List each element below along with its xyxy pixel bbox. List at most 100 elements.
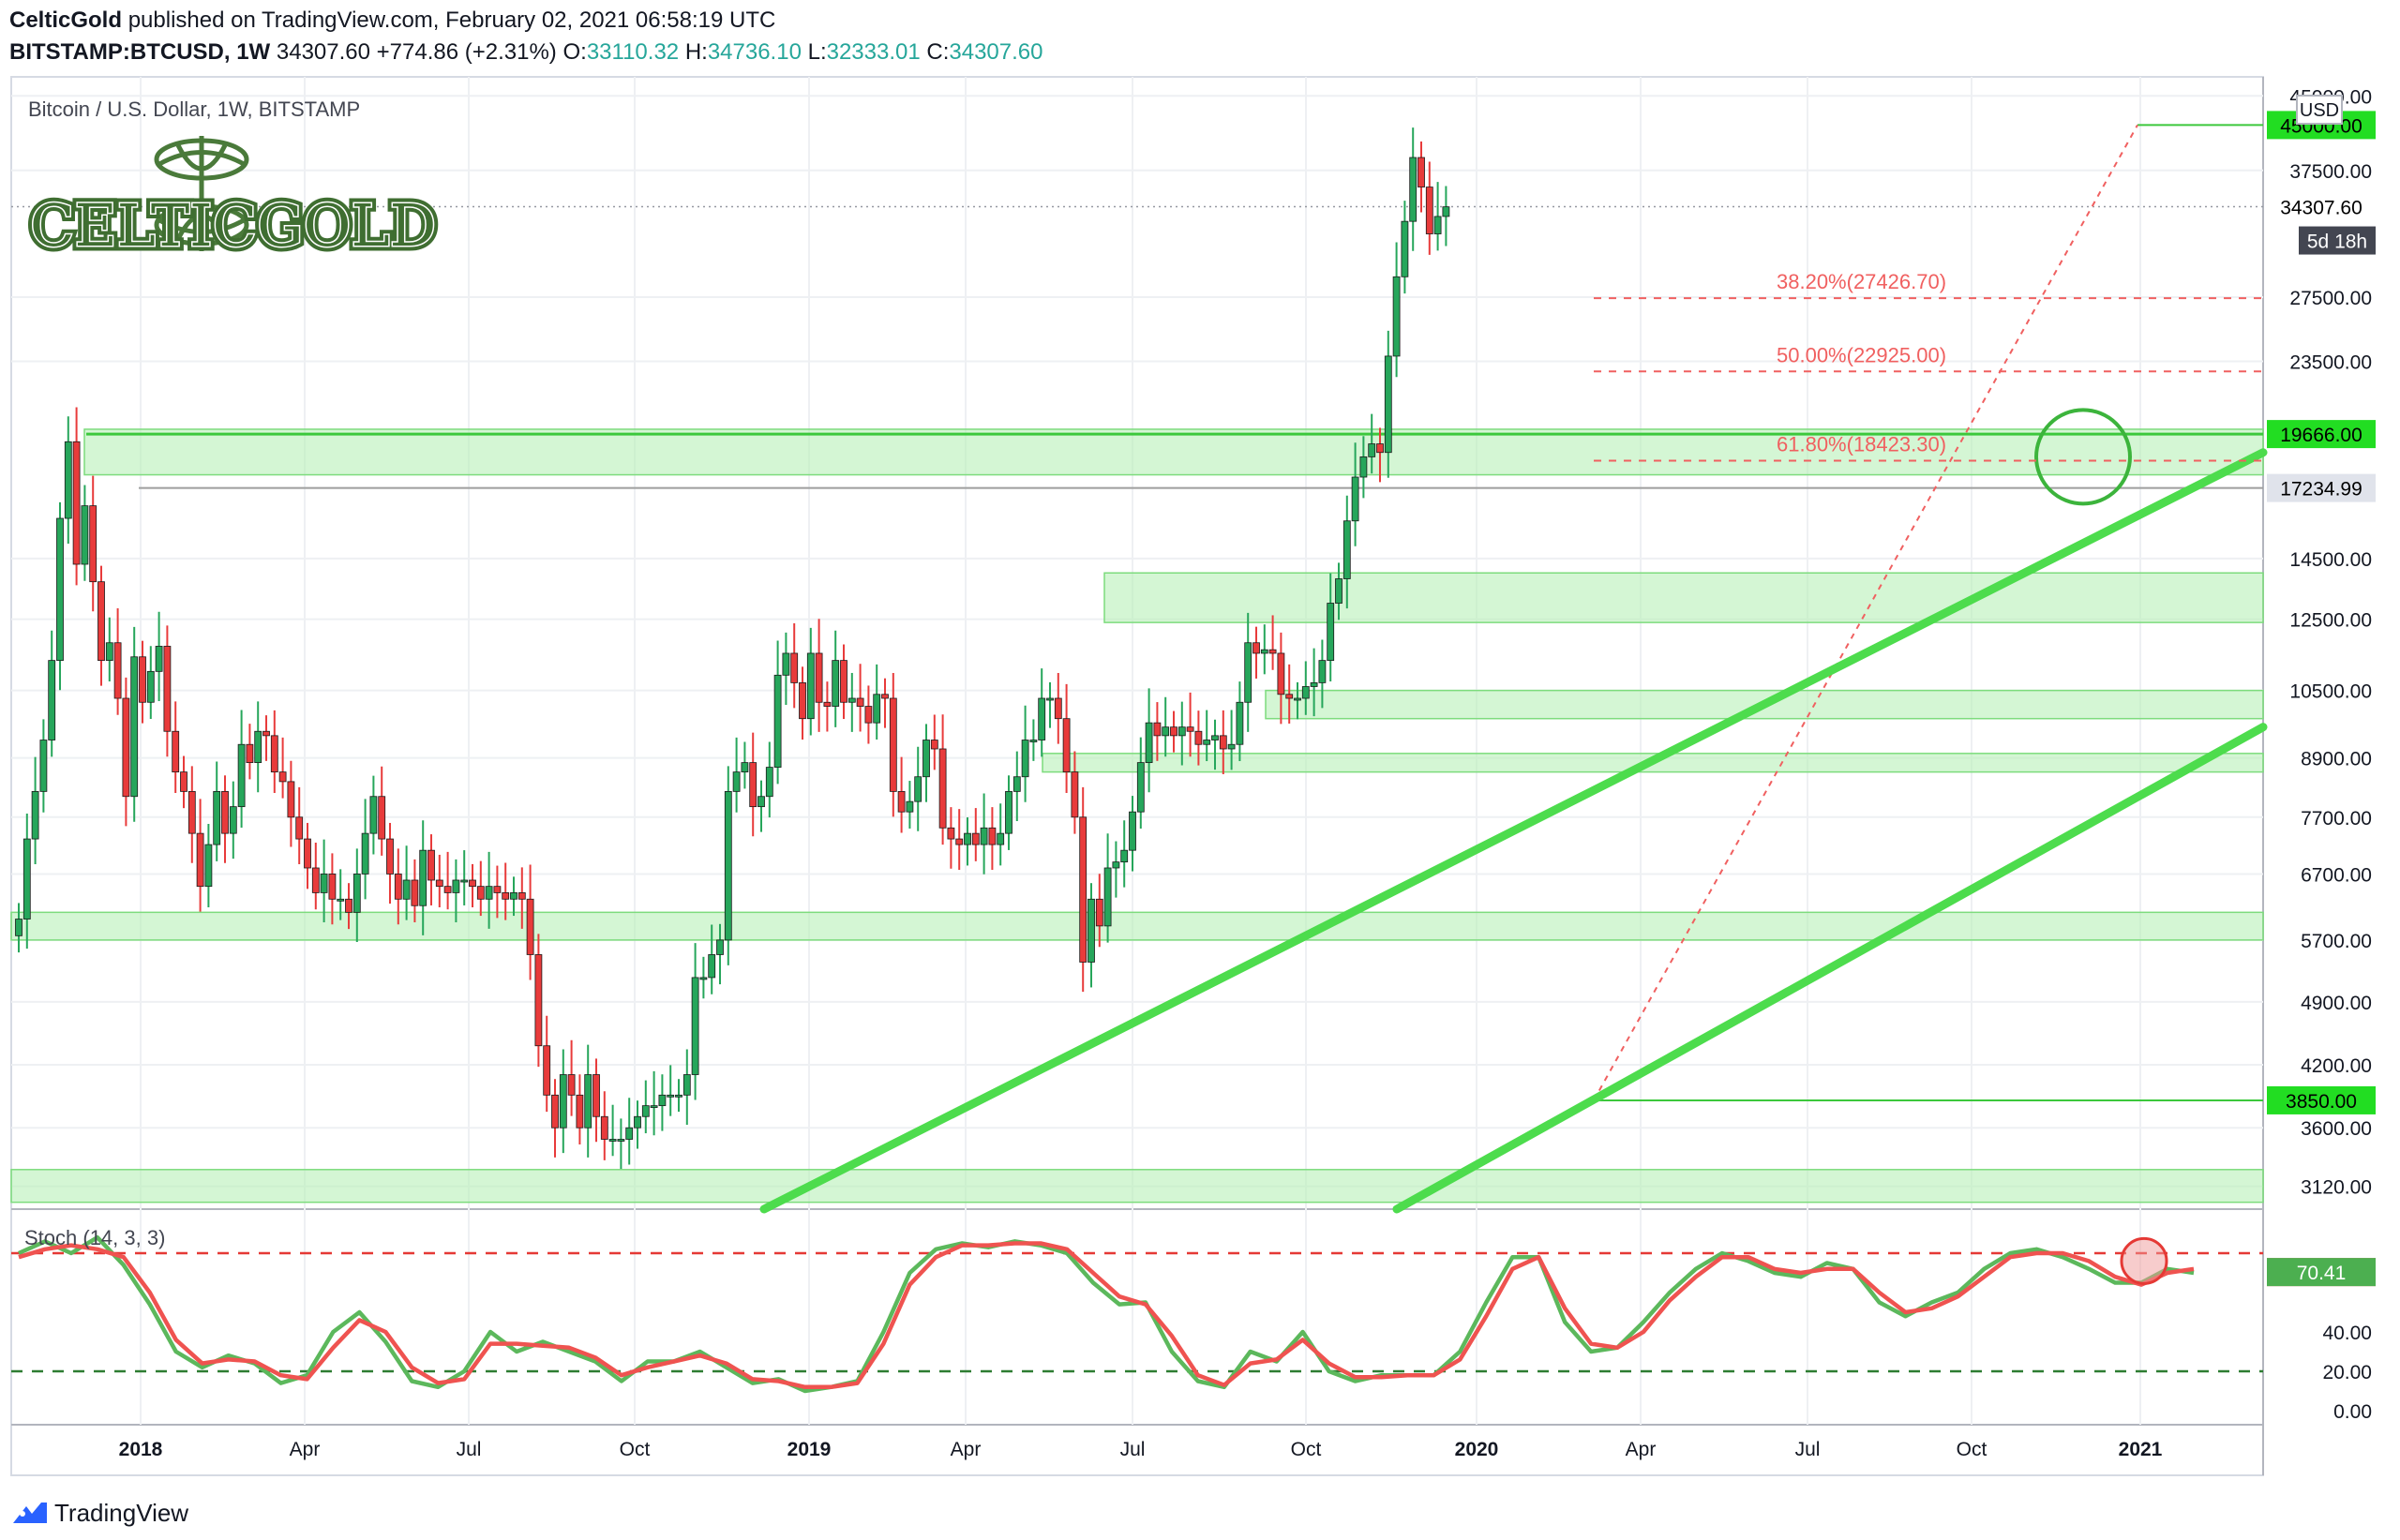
logo-text: CELTICGOLD	[30, 191, 436, 260]
candle-down	[139, 656, 146, 703]
candle-down	[856, 697, 864, 707]
badge-stoch-k: 70.41	[2297, 1263, 2347, 1284]
candle-down	[378, 796, 386, 840]
logo-text-outline: CELTICGOLD	[30, 191, 436, 260]
stoch-d-line	[18, 1241, 2195, 1390]
candle-up	[1236, 701, 1244, 745]
candle-up	[914, 776, 922, 802]
candle-up	[658, 1094, 667, 1107]
candle-up	[1384, 355, 1392, 454]
candle-up	[1301, 686, 1310, 699]
support-resistance-zones	[10, 428, 2264, 1204]
fib-level-label: 50.00%(22925.00)	[1777, 343, 1946, 366]
stoch-tick-label: 40.00	[2322, 1323, 2372, 1344]
candle-up	[625, 1127, 634, 1140]
candle-down	[295, 816, 304, 840]
candle-up	[369, 796, 378, 834]
candle-up	[584, 1074, 592, 1129]
time-tick-label: Apr	[951, 1439, 982, 1460]
candle-up	[1409, 157, 1418, 222]
candle-down	[394, 874, 402, 900]
currency-button[interactable]: USD	[2296, 95, 2343, 125]
candle-up	[1136, 762, 1145, 813]
price-tick-label: 14500.00	[2289, 549, 2372, 571]
badge-17234: 17234.99	[2280, 479, 2362, 501]
time-tick-label: 2018	[119, 1439, 163, 1460]
candle-down	[278, 771, 287, 783]
candle-down	[172, 730, 180, 773]
trendlines	[759, 408, 2268, 1214]
candle-up	[832, 660, 840, 707]
candle-down	[328, 874, 337, 900]
highlight-circle	[2034, 408, 2132, 506]
candle-down	[1219, 735, 1227, 750]
candle-up	[873, 694, 881, 724]
candle-down	[864, 706, 873, 724]
candle-down	[163, 646, 172, 732]
candle-down	[122, 697, 130, 798]
candle-up	[758, 796, 765, 808]
candle-up	[1260, 649, 1268, 654]
candle-up	[1005, 790, 1012, 834]
candle-down	[955, 838, 964, 845]
candle-down	[287, 781, 295, 818]
time-tick-label: 2021	[2119, 1439, 2163, 1460]
candle-up	[1401, 220, 1409, 277]
publisher-name[interactable]: CelticGold	[9, 7, 123, 33]
candle-down	[262, 730, 270, 737]
candle-up	[1310, 681, 1318, 687]
candle-down	[576, 1094, 584, 1129]
candle-up	[634, 1115, 641, 1129]
candle-down	[1285, 694, 1294, 699]
candle-up	[691, 977, 699, 1075]
price-change: +774.86 (+2.31%)	[376, 39, 557, 65]
stoch-highlight-circle	[2120, 1236, 2168, 1285]
candle-down	[823, 701, 832, 707]
candle-down	[476, 886, 485, 900]
last-price: 34307.60	[276, 39, 370, 65]
candle-down	[411, 879, 419, 906]
candle-up	[352, 874, 361, 913]
candle-down	[1194, 730, 1203, 745]
time-tick-label: 2020	[1455, 1439, 1499, 1460]
candle-down	[345, 898, 352, 913]
stoch-legend-title: Stoch (14, 3, 3)	[24, 1226, 165, 1249]
tradingview-footer[interactable]: TradingView	[13, 1494, 188, 1532]
candle-down	[311, 867, 320, 893]
chart-legend-title: Bitcoin / U.S. Dollar, 1W, BITSTAMP	[28, 97, 360, 121]
candle-down	[304, 838, 311, 869]
candle-up	[773, 674, 782, 768]
candle-down	[1268, 649, 1277, 654]
candle-up	[402, 879, 411, 900]
time-tick-label: Jul	[457, 1439, 482, 1460]
candle-down	[428, 849, 435, 881]
time-axis[interactable]: 2018 Apr Jul Oct 2019 Apr Jul Oct 2020 Apr Jul Oct 2…	[119, 1439, 2163, 1460]
trendline-lower	[1392, 723, 2268, 1214]
price-tick-label: 23500.00	[2289, 351, 2372, 373]
candle-down	[180, 771, 188, 792]
candle-up	[641, 1105, 650, 1117]
candle-up	[980, 827, 988, 845]
trendline-upper	[759, 448, 2268, 1214]
candle-up	[1351, 476, 1359, 522]
candle-up	[229, 806, 237, 834]
price-tick-label: 12500.00	[2289, 610, 2372, 632]
candle-down	[592, 1074, 600, 1117]
candle-down	[1153, 722, 1162, 737]
time-tick-label: Oct	[1291, 1439, 1322, 1460]
candle-up	[56, 517, 64, 662]
candle-up	[667, 1094, 675, 1098]
time-tick-label: Jul	[1795, 1439, 1821, 1460]
candle-down	[1425, 187, 1433, 234]
candle-down	[534, 954, 543, 1047]
price-axis[interactable]: 45000.0037500.0027500.0023500.0014500.00…	[2289, 86, 2372, 1423]
candle-up	[337, 898, 345, 902]
candle-down	[221, 790, 229, 834]
candle-up	[1046, 697, 1054, 701]
candle-down	[790, 652, 799, 683]
price-tick-label: 3600.00	[2301, 1118, 2372, 1140]
candle-up	[765, 767, 773, 798]
price-tick-label: 4900.00	[2301, 993, 2372, 1014]
badge-19666: 19666.00	[2280, 425, 2362, 446]
